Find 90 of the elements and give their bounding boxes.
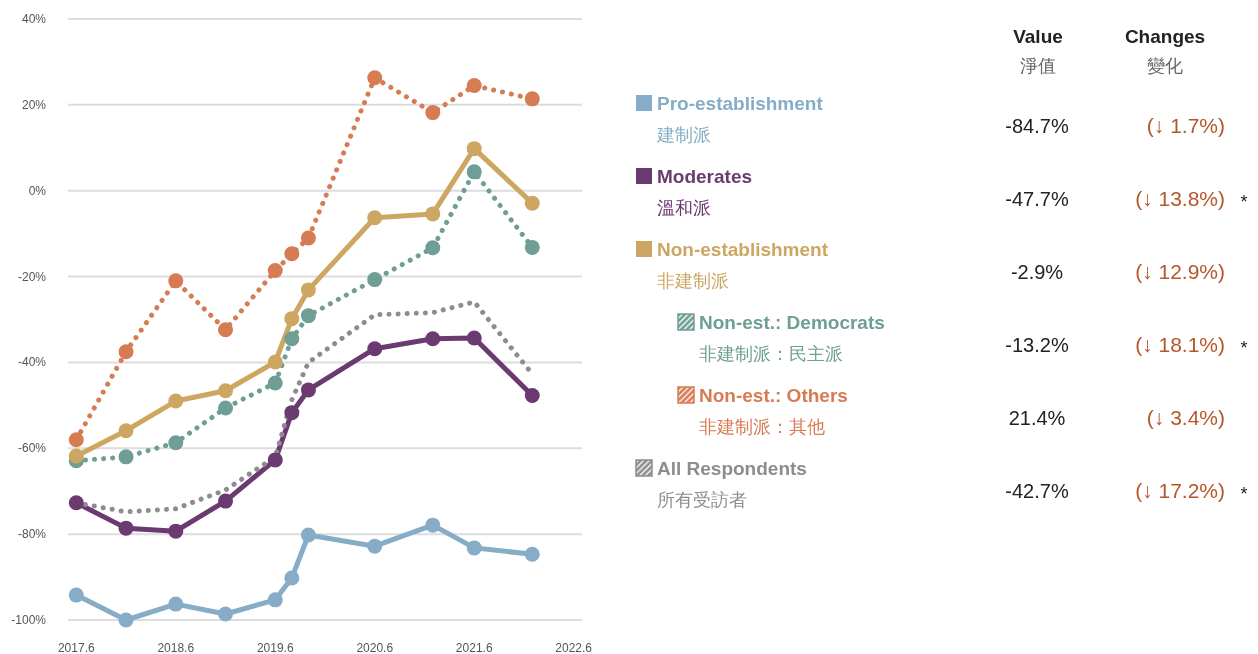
y-tick-label: 40% [21,12,47,26]
point [466,141,482,157]
point [367,538,383,554]
point [218,322,234,338]
point [466,164,482,180]
point [425,206,441,222]
y-tick-label: 20% [21,97,47,112]
text: (↓ 17.2%) * [1135,479,1248,504]
text: 淨值 [1020,56,1056,76]
text: 變化 [1147,56,1183,76]
point [68,587,84,603]
point [284,311,300,327]
point [118,344,134,360]
x-tick-label: 2022.6 [555,641,593,654]
point [300,382,316,398]
y-tick-label: 0% [28,183,47,198]
point [267,592,283,608]
point [267,263,283,279]
text: (↓ 3.4%) [1146,406,1225,429]
x-tick-label: 2018.6 [157,641,195,654]
point [367,272,383,288]
text: -13.2% [1005,334,1069,356]
text: Non-est.: Democrats 非建制派：民主派 [699,312,885,364]
point [68,432,84,448]
text: -84.7% [1005,115,1069,137]
legend-label: Non-establishment 非建制派 [657,239,829,291]
point [300,282,316,298]
y-tick-label: -40% [17,355,47,370]
point [118,449,134,465]
text: (↓ 12.9%) [1135,260,1225,283]
point [524,91,540,107]
point [425,105,441,121]
point [300,308,316,324]
point [284,331,300,347]
point [168,523,184,539]
point [425,517,441,533]
point [284,246,300,262]
legend-label: Moderates 溫和派 [657,166,753,218]
point [218,493,234,509]
legend-label: Pro-establishment 建制派 [656,93,824,145]
point [300,230,316,246]
point [524,239,540,255]
point [267,375,283,391]
point [168,393,184,409]
point [118,612,134,628]
point [218,383,234,399]
text: (↓ 1.7%) [1146,114,1225,137]
y-tick-label: -20% [17,269,47,284]
point [425,240,441,256]
point [118,520,134,536]
x-tick-label: 2017.6 [57,641,95,654]
point [425,331,441,347]
point [524,387,540,403]
point [466,540,482,556]
x-tick-label: 2021.6 [455,641,493,654]
point [68,448,84,464]
text: Changes [1124,26,1206,47]
text: (↓ 13.8%) * [1135,187,1248,212]
point [466,330,482,346]
y-tick-label: -60% [17,441,47,456]
text: Value [1013,26,1063,47]
y-tick-label: -80% [17,527,47,542]
point [168,435,184,451]
text: 21.4% [1008,407,1066,429]
point [524,546,540,562]
point [168,273,184,289]
text: (↓ 18.1%) * [1135,333,1248,358]
point [168,596,184,612]
point [367,210,383,226]
point [367,341,383,357]
point [267,452,283,468]
text: -42.7% [1005,480,1069,502]
y-tick-label: -100% [11,613,47,627]
point [218,400,234,416]
text: -47.7% [1005,188,1069,210]
point [466,78,482,94]
x-tick-label: 2020.6 [356,641,394,654]
point [367,70,383,86]
point [267,354,283,370]
point [218,606,234,622]
text: Non-est.: Others 非建制派：其他 [699,385,848,437]
text: All Respondents 所有受訪者 [657,458,807,510]
point [300,527,316,543]
point [284,405,300,421]
point [524,195,540,211]
text: -2.9% [1010,261,1064,283]
point [118,423,134,439]
point [284,570,300,586]
point [68,495,84,511]
x-tick-label: 2019.6 [256,641,294,654]
